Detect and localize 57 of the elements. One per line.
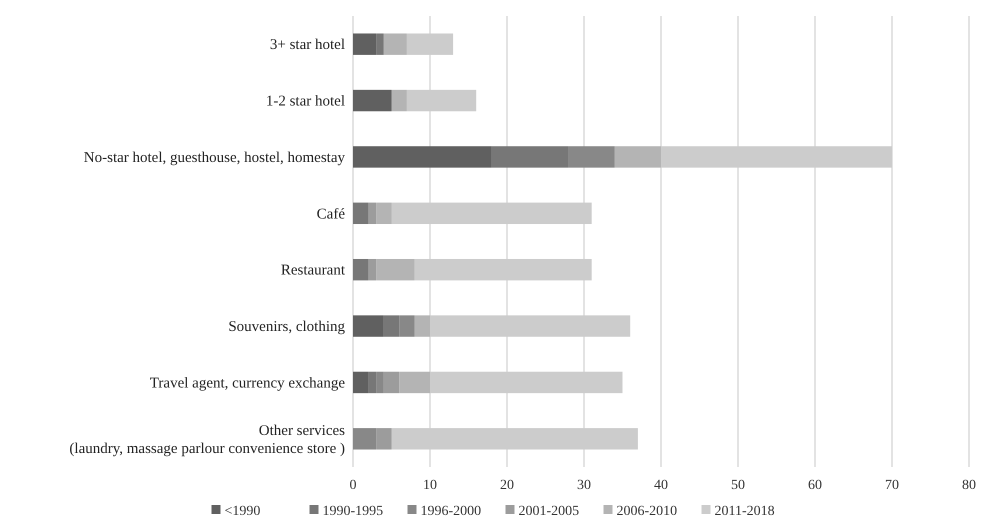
bar [353, 428, 376, 450]
bar [376, 258, 415, 280]
x-tick-label: 70 [885, 478, 899, 493]
x-tick-label: 80 [962, 478, 976, 493]
bar [406, 33, 454, 55]
bar [368, 258, 376, 280]
y-tick-label: 1-2 star hotel [266, 94, 345, 110]
bar [392, 90, 407, 112]
bar [492, 146, 569, 168]
bar [614, 146, 661, 168]
x-tick-label: 30 [577, 478, 591, 493]
bar [353, 202, 368, 224]
y-tick-label: Café [316, 206, 346, 222]
legend-label: 2011-2018 [714, 504, 775, 519]
y-tick-label: Souvenirs, clothing [228, 319, 346, 336]
y-tick-label: Travel agent, currency exchange [150, 375, 346, 392]
x-tick-label: 50 [731, 478, 745, 493]
x-tick-label: 60 [808, 478, 822, 493]
y-tick-label: No-star hotel, guesthouse, hostel, homestay [84, 150, 346, 166]
bar [399, 315, 415, 337]
bar [353, 90, 392, 112]
bar [376, 202, 392, 224]
legend-label: <1990 [224, 504, 260, 519]
legend-label: 2001-2005 [518, 504, 580, 519]
bar [353, 372, 368, 394]
legend-label: 1996-2000 [420, 504, 482, 519]
bar [353, 258, 368, 280]
y-tick-label: 3+ star hotel [270, 37, 345, 54]
bar [392, 428, 638, 450]
bar [353, 146, 492, 168]
y-tick-label: Other services (laundry, massage parlour convenience store ) [69, 422, 346, 457]
bar [392, 202, 592, 224]
legend-label: 1990-1995 [322, 504, 384, 519]
x-tick-label: 40 [654, 478, 668, 493]
bar [430, 372, 622, 394]
x-tick-label: 0 [350, 478, 356, 493]
x-tick-label: 20 [500, 478, 514, 493]
bar [661, 146, 892, 168]
bar [406, 90, 476, 112]
bar [368, 202, 376, 224]
bar [353, 33, 376, 55]
bar [368, 372, 376, 394]
y-tick-label: Restaurant [280, 262, 346, 279]
bar [353, 315, 384, 337]
legend-label: 2006-2010 [616, 504, 678, 519]
bar [376, 428, 392, 450]
bar [399, 372, 430, 394]
bar [384, 315, 400, 337]
bar [384, 372, 400, 394]
bar [376, 372, 384, 394]
bar [430, 315, 630, 337]
bar [568, 146, 615, 168]
bar [414, 315, 430, 337]
x-tick-label: 10 [423, 478, 437, 493]
bar [384, 33, 407, 55]
bar [414, 258, 592, 280]
bar [376, 33, 384, 55]
